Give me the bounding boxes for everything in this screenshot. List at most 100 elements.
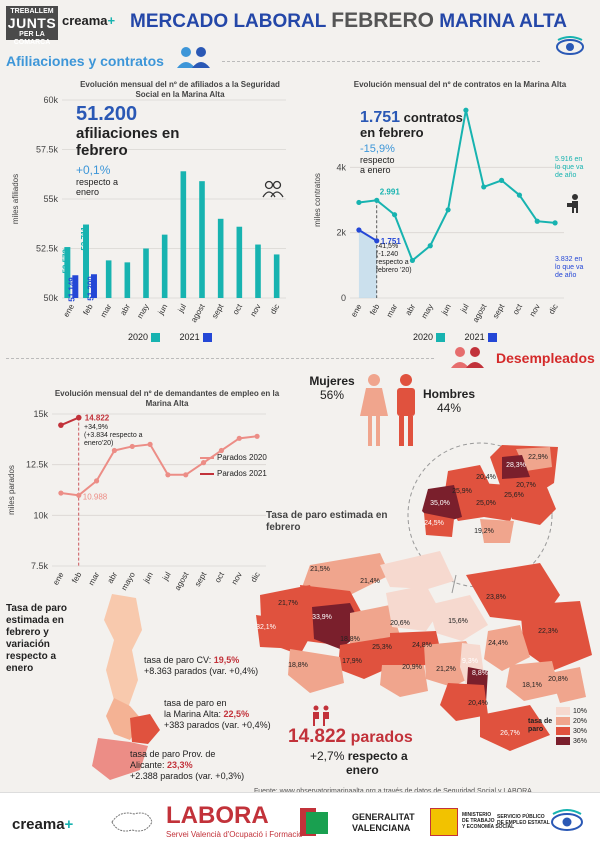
footer-ministerio: MINISTERIO DE TRABAJO Y ECONOMÍA SOCIAL [462, 812, 514, 830]
map-region [380, 551, 454, 589]
ministerio-line3: Y ECONOMÍA SOCIAL [462, 824, 515, 830]
footer-plus-icon: + [64, 816, 74, 833]
map-region-label: 20,4% [476, 474, 496, 481]
contracts-pct: -15,9% [360, 143, 395, 155]
x-tick-label: ene [349, 302, 364, 319]
map-legend-label: 10% [573, 707, 588, 715]
map-region [502, 455, 530, 479]
map-legend-label: 20% [573, 717, 588, 725]
x-tick-label: nov [528, 303, 542, 319]
people-group-icon-red [451, 347, 484, 368]
bar-2020 [236, 226, 243, 298]
map-region-label: 21,2% [436, 666, 456, 673]
x-tick-label: jul [176, 302, 188, 314]
map-region-label: 25,3% [372, 644, 392, 651]
map-legend-item: 36% [556, 736, 587, 746]
map-legend-label: 36% [573, 737, 588, 745]
map-region-label: 35,0% [430, 500, 450, 507]
affil-legend-2020: 2020 [128, 332, 149, 342]
x-tick-label: sept [193, 570, 209, 588]
affil-legend-2021: 2021 [179, 332, 200, 342]
x-tick-label: feb [70, 570, 84, 585]
sepe-line1: SERVICIO PÚBLICO [497, 814, 545, 820]
footer-marina-alta-map-logo [111, 812, 153, 832]
ma-value: 22,5% [223, 709, 250, 719]
x-tick-label: abr [404, 302, 418, 317]
map-region-label: 17,9% [342, 658, 362, 665]
point-parados-2020 [200, 460, 207, 466]
y-tick-label: 50k [43, 293, 58, 303]
x-tick-label: jun [156, 303, 170, 318]
map-region [506, 661, 560, 701]
affil-big-label2: febrero [76, 142, 128, 159]
contracts-feb-note: -41,5% (-1.240 respecto a febrero '20) [376, 243, 412, 275]
protest-people-icon [313, 705, 329, 726]
y-tick-label: 10k [33, 510, 48, 520]
regional-title6: enero [6, 663, 34, 674]
point-parados-2020 [254, 433, 260, 439]
contracts-note-a: -41,5% [376, 243, 399, 250]
sepe-line2: DE EMPLEO ESTATAL [497, 820, 550, 826]
x-tick-label: jun [439, 303, 453, 318]
x-tick-label: feb [81, 302, 95, 317]
contracts-callout: 1.751 contratos en febrero -15,9% respec… [360, 110, 480, 176]
map-region [428, 595, 488, 641]
map-region [424, 513, 454, 537]
x-tick-label: oct [511, 302, 525, 316]
map-region-label: 25,6% [504, 492, 524, 499]
map-region-label: 21,5% [310, 566, 330, 573]
data-label-2021: 51.200 [86, 276, 95, 301]
map-legend-label: 30% [573, 727, 588, 735]
point-2020 [481, 184, 487, 190]
y-tick-label: 12.5k [26, 460, 49, 470]
c2021-total-a: 3.832 en [555, 256, 583, 263]
logo-treballem-junts: TREBALLEM JUNTS PER LA COMARCA [6, 6, 58, 46]
al-detail: +2.388 parados (var. +0,3%) [130, 771, 245, 781]
point-2020 [356, 199, 362, 206]
people-pair-icon [262, 180, 284, 198]
regional-alicante: tasa de paro Prov. de Alicante: 23,3% +2… [130, 749, 244, 782]
title-part1: MERCADO LABORAL [130, 11, 326, 32]
bar-2020 [273, 254, 280, 298]
map-legend-swatch [556, 737, 570, 745]
point-parados-2020 [111, 447, 118, 454]
ministerio-line1: MINISTERIO [462, 812, 492, 818]
map-legend-swatch [556, 717, 570, 725]
map-region-label: 20,7% [516, 482, 536, 489]
point-2020 [463, 107, 469, 113]
contracts-note-b: (-1.240 [376, 251, 399, 258]
regional-title5: respecto a [6, 651, 57, 662]
bar-2020 [83, 224, 89, 298]
map-region-label: 22,3% [538, 628, 558, 635]
bar-2020 [217, 218, 224, 298]
map-region [440, 683, 488, 721]
totals-label: parados [350, 729, 413, 746]
x-tick-label: agost [173, 570, 191, 592]
y-tick-label: 0 [341, 293, 346, 303]
x-tick-label: agost [189, 302, 207, 324]
demand-note-c: enero'20) [84, 440, 114, 447]
affil-legend-2020-swatch [151, 333, 161, 343]
affil-callout: 51.200 afiliaciones en febrero +0,1% res… [76, 103, 206, 197]
source-note: Fuente: www.observatorimarinaalta.org a … [254, 788, 532, 795]
affil-pct-label2: enero [76, 187, 100, 197]
contracts-chart: 0 2k 4k ene feb mar abr may jun jul agost sept oct no… [313, 107, 564, 324]
title-part3: MARINA ALTA [439, 11, 567, 32]
point-parados-2020 [93, 478, 100, 484]
map-region [510, 485, 556, 525]
data-label-2021: 1.751 [381, 237, 402, 246]
map-region-label: 9,3% [462, 658, 478, 665]
x-tick-label: may [135, 303, 150, 321]
y-axis-label: miles contratos [313, 173, 322, 227]
map-region [484, 625, 530, 671]
line-2020 [358, 109, 556, 263]
map-region [386, 585, 440, 631]
map-region [380, 665, 428, 697]
map-region-label: 21,4% [360, 578, 380, 585]
x-tick-label: sept [491, 302, 507, 320]
x-tick-label: sept [210, 302, 226, 320]
point-2020 [427, 243, 433, 249]
cv-label: tasa de paro CV: [144, 655, 212, 665]
c2020-total-c: de año [555, 172, 577, 179]
worker-icon [567, 194, 578, 213]
